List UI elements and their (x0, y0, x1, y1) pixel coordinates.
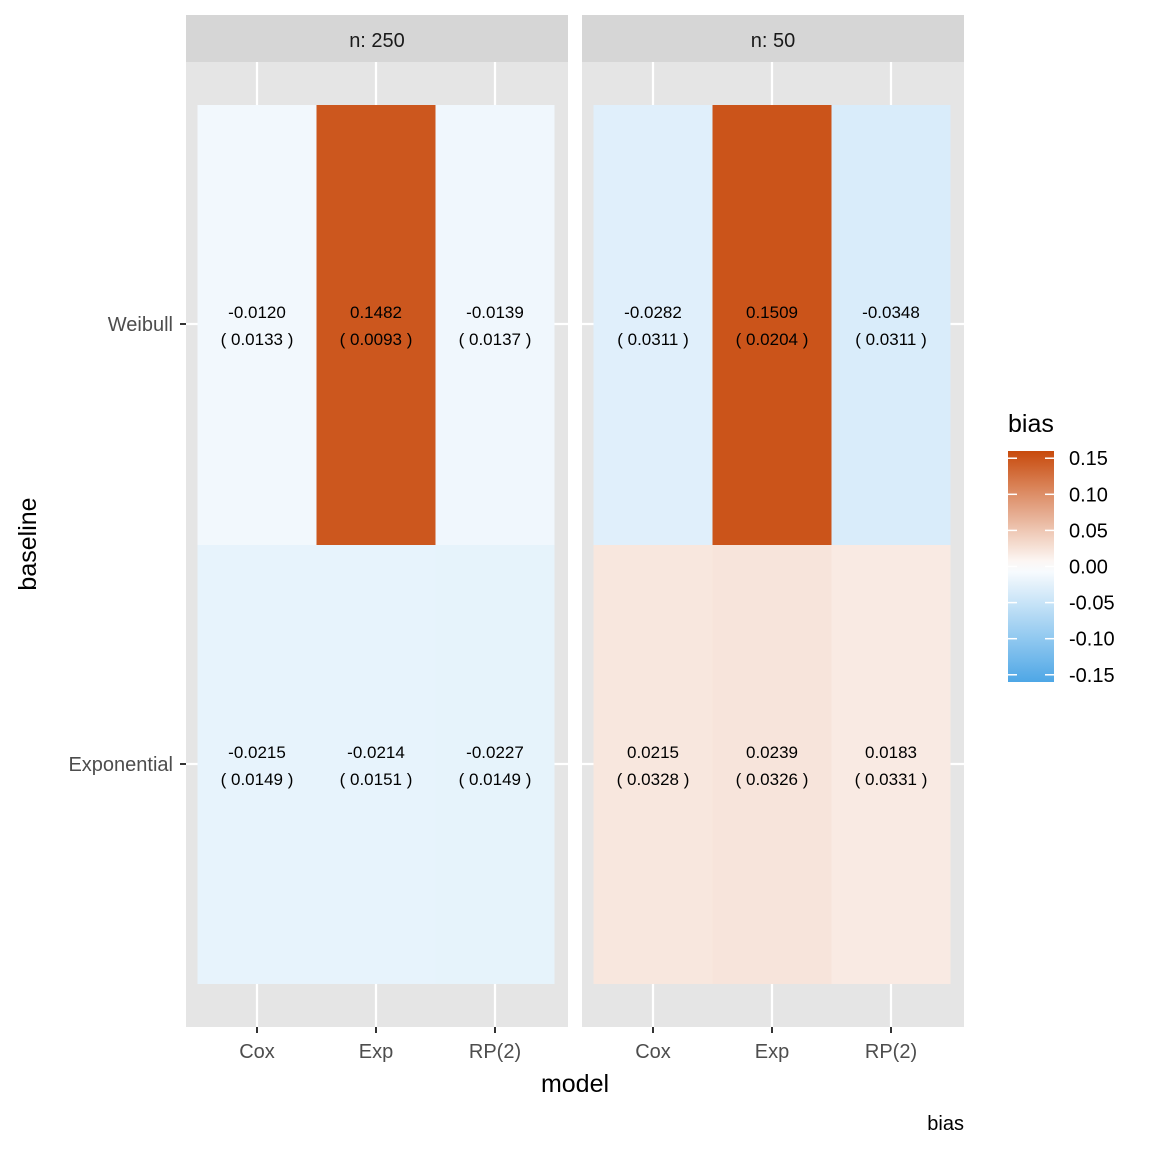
x-tick-label: RP(2) (865, 1041, 917, 1063)
facet-strip (582, 15, 964, 62)
heatmap-cell (712, 105, 832, 545)
cell-se-label: ( 0.0204 ) (736, 330, 809, 349)
legend-break-label: 0.00 (1069, 557, 1108, 579)
cell-value-label: -0.0139 (466, 303, 524, 322)
heatmap-cell (197, 105, 317, 545)
cell-value-label: 0.0215 (627, 743, 679, 762)
cell-se-label: ( 0.0093 ) (340, 330, 413, 349)
y-tick-label: Exponential (68, 754, 173, 776)
cell-value-label: -0.0282 (624, 303, 682, 322)
cell-se-label: ( 0.0151 ) (340, 770, 413, 789)
x-tick-label: RP(2) (469, 1041, 521, 1063)
heatmap-cell (831, 105, 951, 545)
heatmap-cell (435, 105, 555, 545)
heatmap-cell (831, 545, 951, 984)
facet-panel: n: 50 -0.0282 ( 0.0311 ) 0.1509 ( 0.0204 ) -0… (582, 15, 964, 1063)
cell-se-label: ( 0.0149 ) (221, 770, 294, 789)
cell-se-label: ( 0.0326 ) (736, 770, 809, 789)
y-axis-title: baseline (14, 497, 42, 590)
cell-se-label: ( 0.0331 ) (855, 770, 928, 789)
x-tick-label: Exp (755, 1041, 789, 1063)
legend-break-label: 0.05 (1069, 520, 1108, 542)
cell-value-label: -0.0120 (228, 303, 286, 322)
heatmap-cell (197, 545, 317, 984)
y-tick-label: Weibull (108, 314, 173, 336)
heatmap-cell (593, 545, 713, 984)
heatmap-cell (316, 545, 436, 984)
cell-se-label: ( 0.0133 ) (221, 330, 294, 349)
legend-break-label: -0.10 (1069, 629, 1115, 651)
cell-value-label: -0.0215 (228, 743, 286, 762)
facet-strip-label: n: 50 (751, 30, 795, 52)
heatmap-cell (316, 105, 436, 545)
cell-se-label: ( 0.0311 ) (855, 330, 927, 349)
cell-value-label: -0.0227 (466, 743, 524, 762)
legend: bias 0.15 0.10 0.05 0.00 -0.05 -0.10 -0.15 (1008, 410, 1115, 687)
legend-break-label: 0.15 (1069, 448, 1108, 470)
caption: bias (927, 1113, 964, 1135)
cell-value-label: -0.0348 (862, 303, 920, 322)
cell-se-label: ( 0.0328 ) (617, 770, 690, 789)
x-tick-label: Cox (635, 1041, 671, 1063)
heatmap-cell (593, 105, 713, 545)
cell-se-label: ( 0.0149 ) (459, 770, 532, 789)
cell-value-label: 0.0183 (865, 743, 917, 762)
facet-strip-label: n: 250 (349, 30, 405, 52)
y-axis: Weibull Exponential (68, 314, 186, 776)
facet-panel: n: 250 -0.0120 ( 0.0133 ) 0.1482 ( 0.0093 ) -… (186, 15, 568, 1063)
legend-break-label: -0.05 (1069, 593, 1115, 615)
cell-value-label: 0.0239 (746, 743, 798, 762)
x-tick-label: Cox (239, 1041, 275, 1063)
facet-strip (186, 15, 568, 62)
legend-break-label: 0.10 (1069, 484, 1108, 506)
x-axis-title: model (541, 1070, 609, 1098)
heatmap-cell (435, 545, 555, 984)
panels-layer: n: 250 -0.0120 ( 0.0133 ) 0.1482 ( 0.0093 ) -… (186, 15, 964, 1063)
cell-value-label: 0.1482 (350, 303, 402, 322)
cell-value-label: 0.1509 (746, 303, 798, 322)
cell-se-label: ( 0.0137 ) (459, 330, 532, 349)
cell-se-label: ( 0.0311 ) (617, 330, 689, 349)
x-tick-label: Exp (359, 1041, 393, 1063)
heatmap-cell (712, 545, 832, 984)
legend-title: bias (1008, 410, 1054, 438)
legend-break-label: -0.15 (1069, 665, 1115, 687)
cell-value-label: -0.0214 (347, 743, 405, 762)
